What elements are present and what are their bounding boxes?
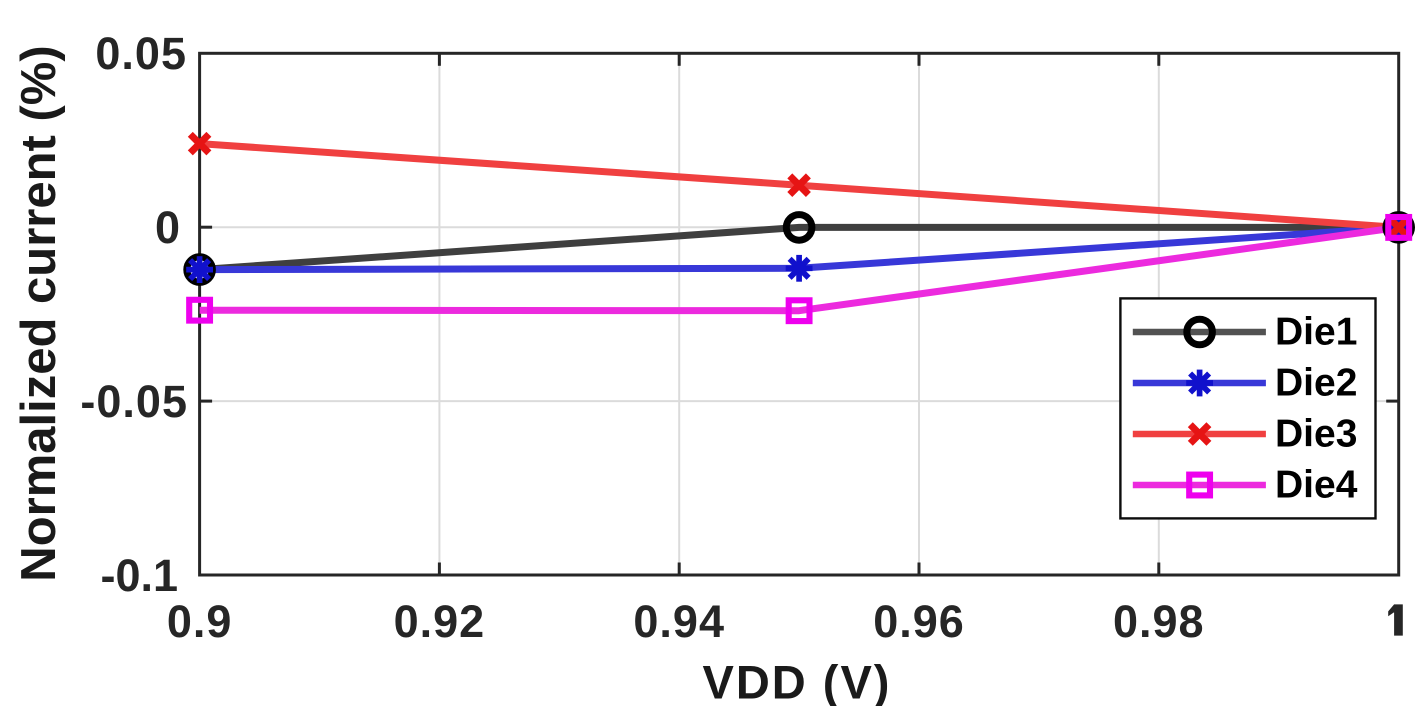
svg-text:Die3: Die3: [1275, 413, 1357, 456]
svg-text:0.9: 0.9: [167, 596, 233, 647]
svg-text:0.96: 0.96: [873, 596, 965, 647]
svg-text:-0.05: -0.05: [80, 376, 188, 427]
svg-text:Die4: Die4: [1275, 464, 1358, 507]
svg-text:0.92: 0.92: [394, 596, 486, 647]
svg-text:Die2: Die2: [1275, 362, 1357, 405]
svg-text:Die1: Die1: [1275, 311, 1357, 354]
svg-text:-0.1: -0.1: [100, 550, 178, 601]
svg-text:0.94: 0.94: [633, 596, 725, 647]
svg-text:VDD (V): VDD (V): [703, 655, 892, 706]
svg-text:0.05: 0.05: [95, 28, 187, 79]
svg-text:0.98: 0.98: [1113, 596, 1205, 647]
svg-text:Normalized current (%): Normalized current (%): [12, 45, 66, 581]
svg-text:0: 0: [155, 202, 181, 253]
